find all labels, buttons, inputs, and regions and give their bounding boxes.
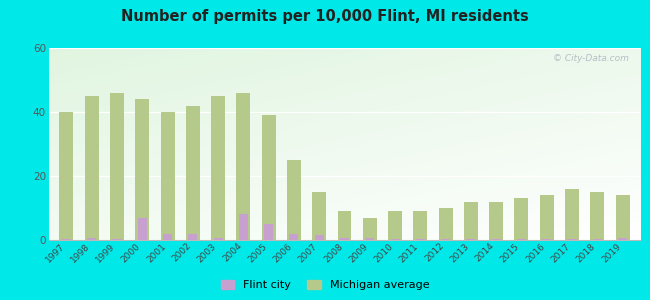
Bar [135,99,150,240]
Bar [211,96,225,240]
Text: Number of permits per 10,000 Flint, MI residents: Number of permits per 10,000 Flint, MI r… [121,9,529,24]
Bar [262,115,276,240]
Bar [315,235,324,240]
Bar [540,195,554,240]
Text: © City-Data.com: © City-Data.com [552,54,629,63]
Bar [365,238,374,240]
Bar [337,211,352,240]
Bar [590,192,605,240]
Bar [237,93,250,240]
Bar [84,96,99,240]
Bar [312,192,326,240]
Bar [87,238,96,240]
Bar [593,239,602,240]
Bar [616,195,629,240]
Bar [413,211,427,240]
Legend: Flint city, Michigan average: Flint city, Michigan average [216,275,434,294]
Bar [515,198,528,240]
Bar [441,239,450,240]
Bar [542,239,551,240]
Bar [517,239,526,240]
Bar [567,239,577,240]
Bar [491,239,500,240]
Bar [464,202,478,240]
Bar [363,218,377,240]
Bar [287,160,301,240]
Bar [289,234,298,240]
Bar [112,239,122,240]
Bar [466,239,475,240]
Bar [186,106,200,240]
Bar [439,208,452,240]
Bar [214,238,223,240]
Bar [161,112,174,240]
Bar [489,202,503,240]
Bar [264,224,273,240]
Bar [618,238,627,240]
Bar [138,218,147,240]
Bar [62,239,71,240]
Bar [163,234,172,240]
Bar [388,211,402,240]
Bar [391,239,400,240]
Bar [340,238,349,240]
Bar [188,234,198,240]
Bar [110,93,124,240]
Bar [416,239,425,240]
Bar [60,112,73,240]
Bar [239,214,248,240]
Bar [565,189,579,240]
